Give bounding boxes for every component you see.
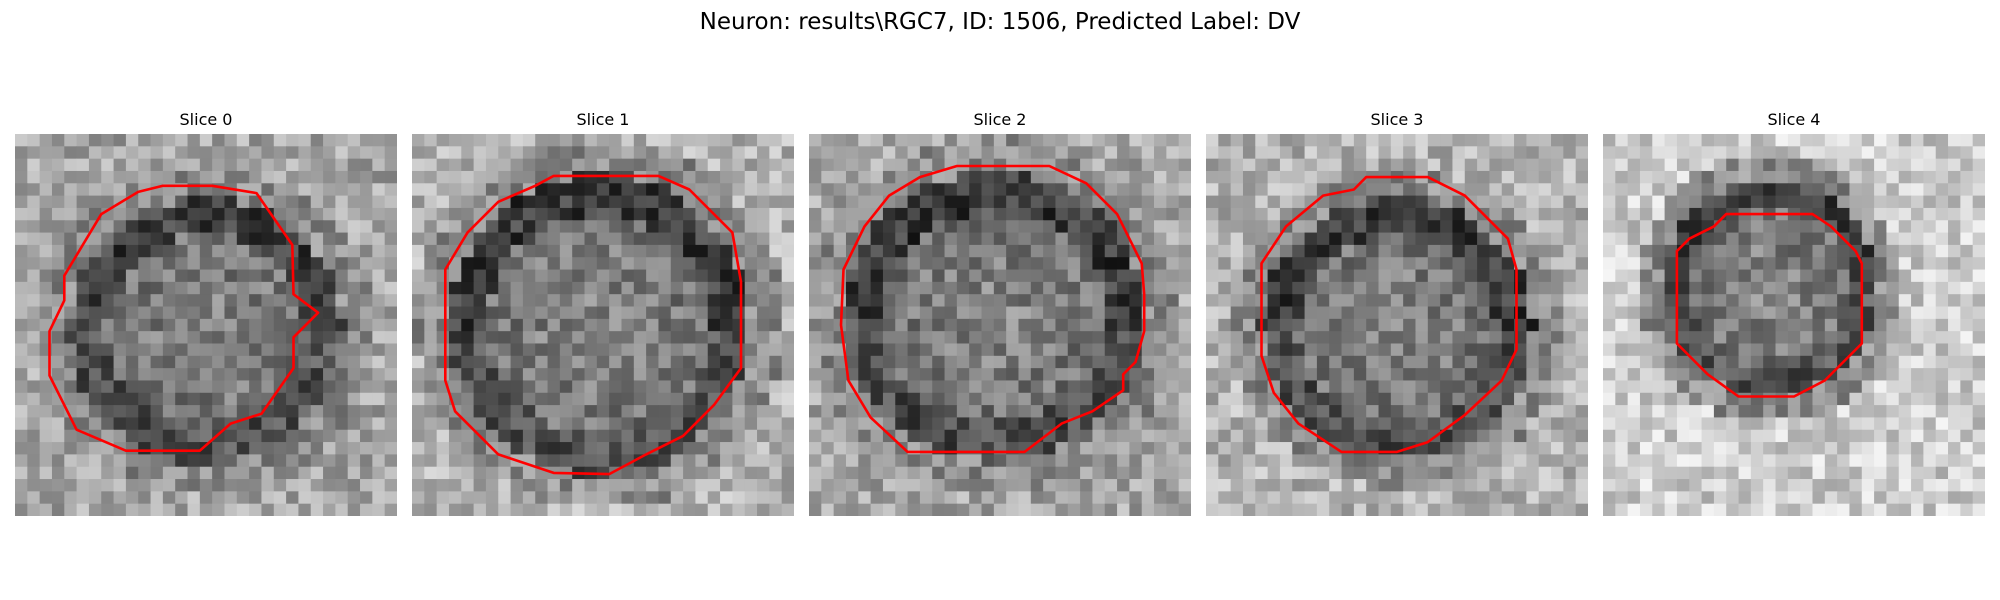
slice-title-1: Slice 1 — [576, 110, 630, 129]
pixel-grid — [412, 134, 794, 516]
pixel-grid — [809, 134, 1191, 516]
figure-title: Neuron: results\RGC7, ID: 1506, Predicte… — [699, 9, 1301, 35]
pixel-grid — [1206, 134, 1588, 516]
contour-outline — [443, 174, 743, 476]
pixel-grid — [1603, 134, 1985, 516]
contour-outline — [48, 184, 320, 453]
slice-image-0 — [15, 134, 397, 516]
contour-outline — [1260, 175, 1518, 454]
slice-title-4: Slice 4 — [1767, 110, 1821, 129]
slice-image-4 — [1603, 134, 1985, 516]
slice-title-0: Slice 0 — [179, 110, 233, 129]
slice-title-2: Slice 2 — [973, 110, 1027, 129]
pixel-grid — [15, 134, 397, 516]
slice-title-3: Slice 3 — [1370, 110, 1424, 129]
contour-outline — [1675, 212, 1864, 398]
slice-image-2 — [809, 134, 1191, 516]
slice-image-3 — [1206, 134, 1588, 516]
contour-outline — [839, 164, 1146, 454]
slice-image-1 — [412, 134, 794, 516]
